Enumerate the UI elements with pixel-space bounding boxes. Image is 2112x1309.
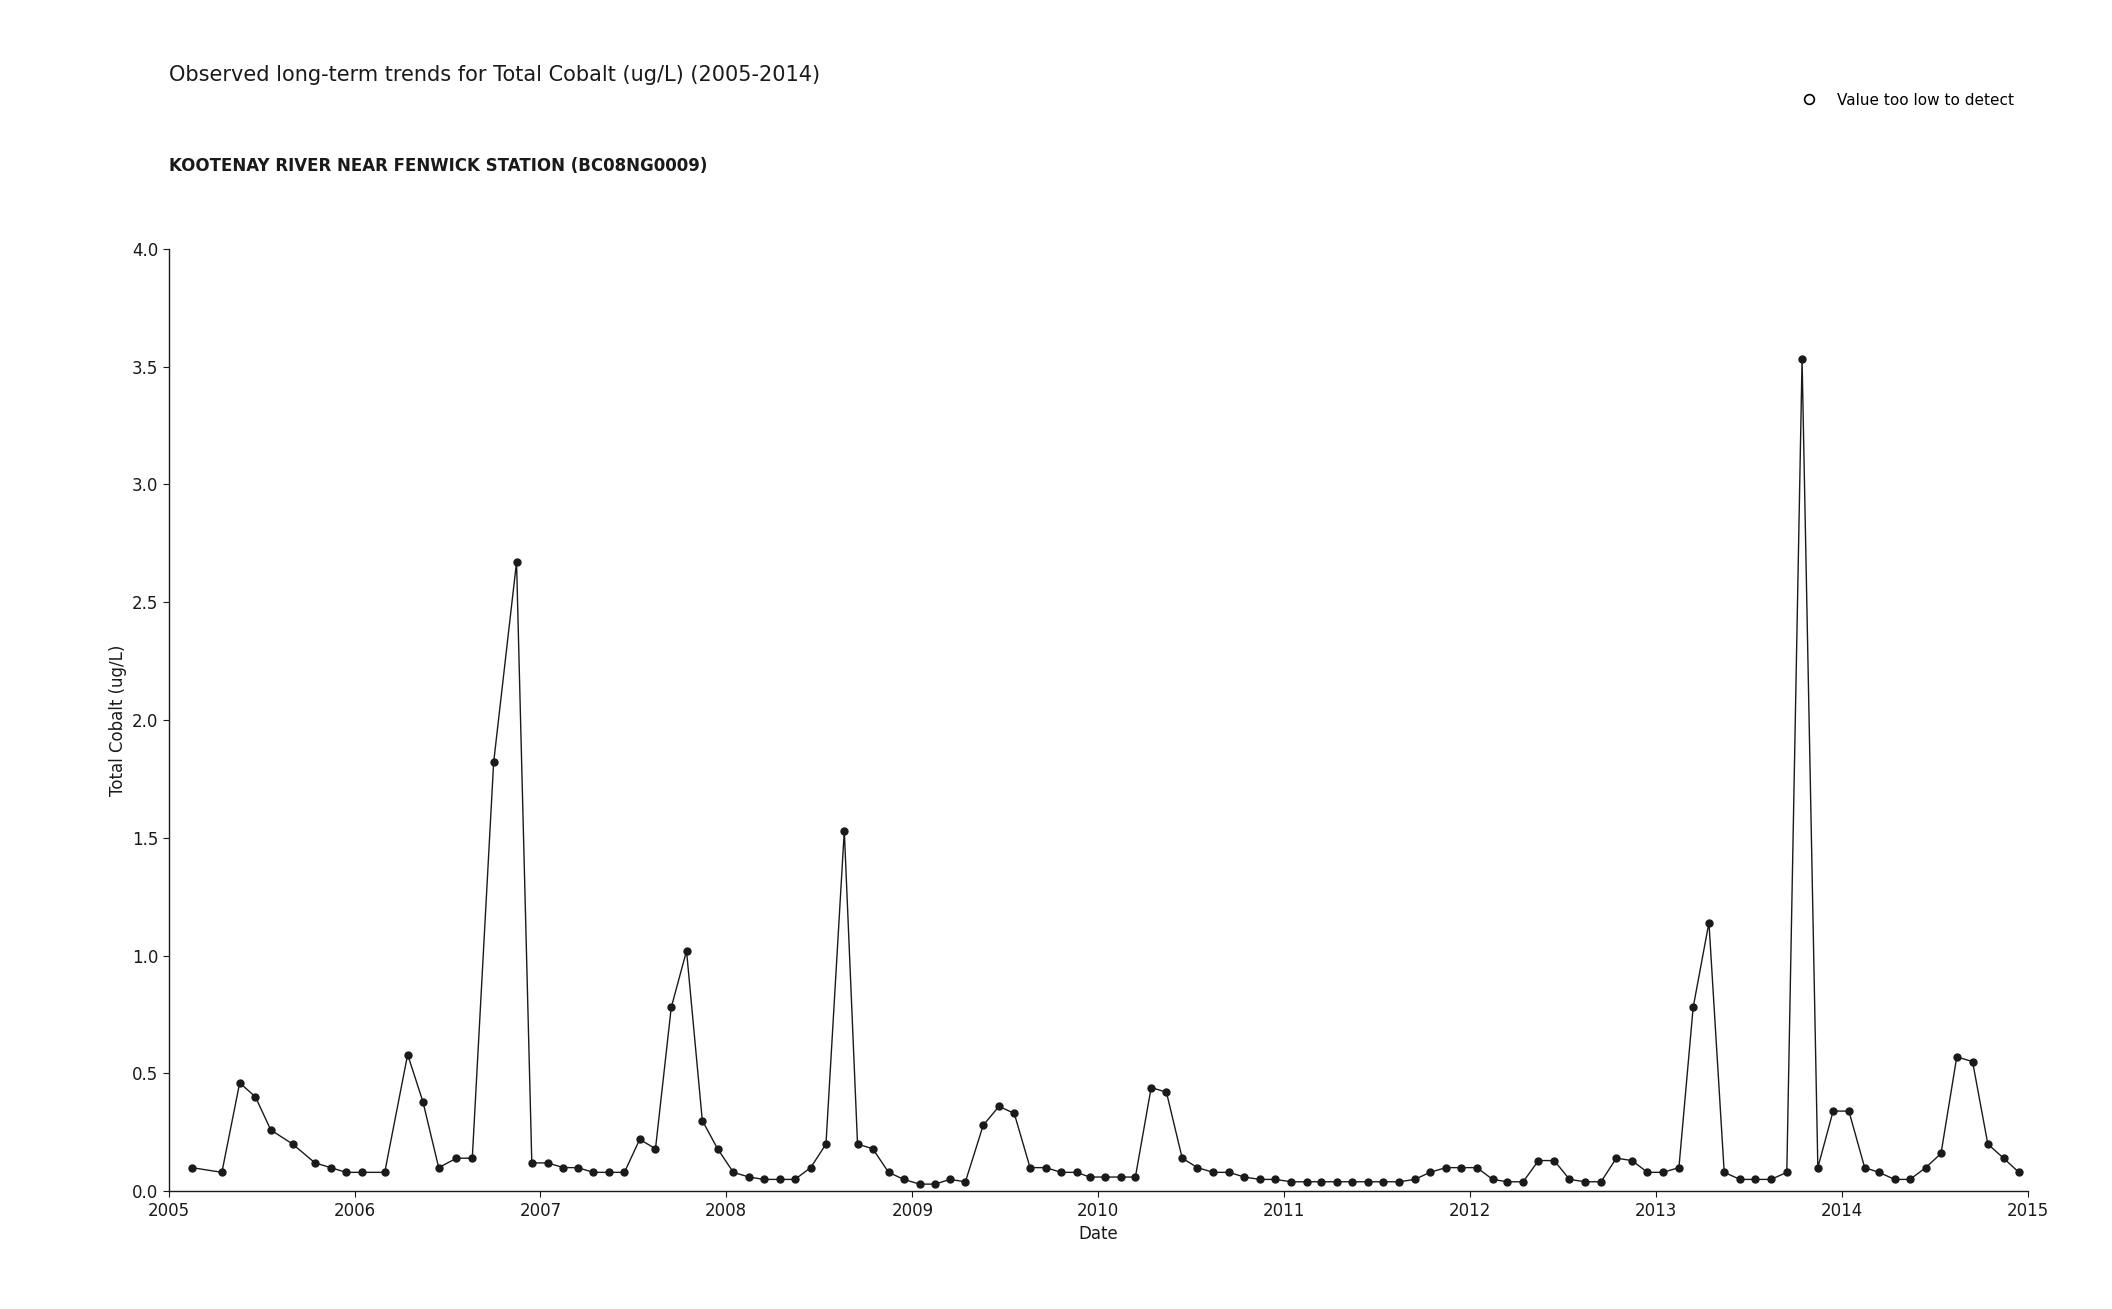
Text: Observed long-term trends for Total Cobalt (ug/L) (2005-2014): Observed long-term trends for Total Coba… <box>169 65 819 85</box>
Text: KOOTENAY RIVER NEAR FENWICK STATION (BC08NG0009): KOOTENAY RIVER NEAR FENWICK STATION (BC0… <box>169 157 708 175</box>
Legend: Value too low to detect: Value too low to detect <box>1789 86 2019 114</box>
X-axis label: Date: Date <box>1079 1225 1117 1244</box>
Y-axis label: Total Cobalt (ug/L): Total Cobalt (ug/L) <box>108 644 127 796</box>
